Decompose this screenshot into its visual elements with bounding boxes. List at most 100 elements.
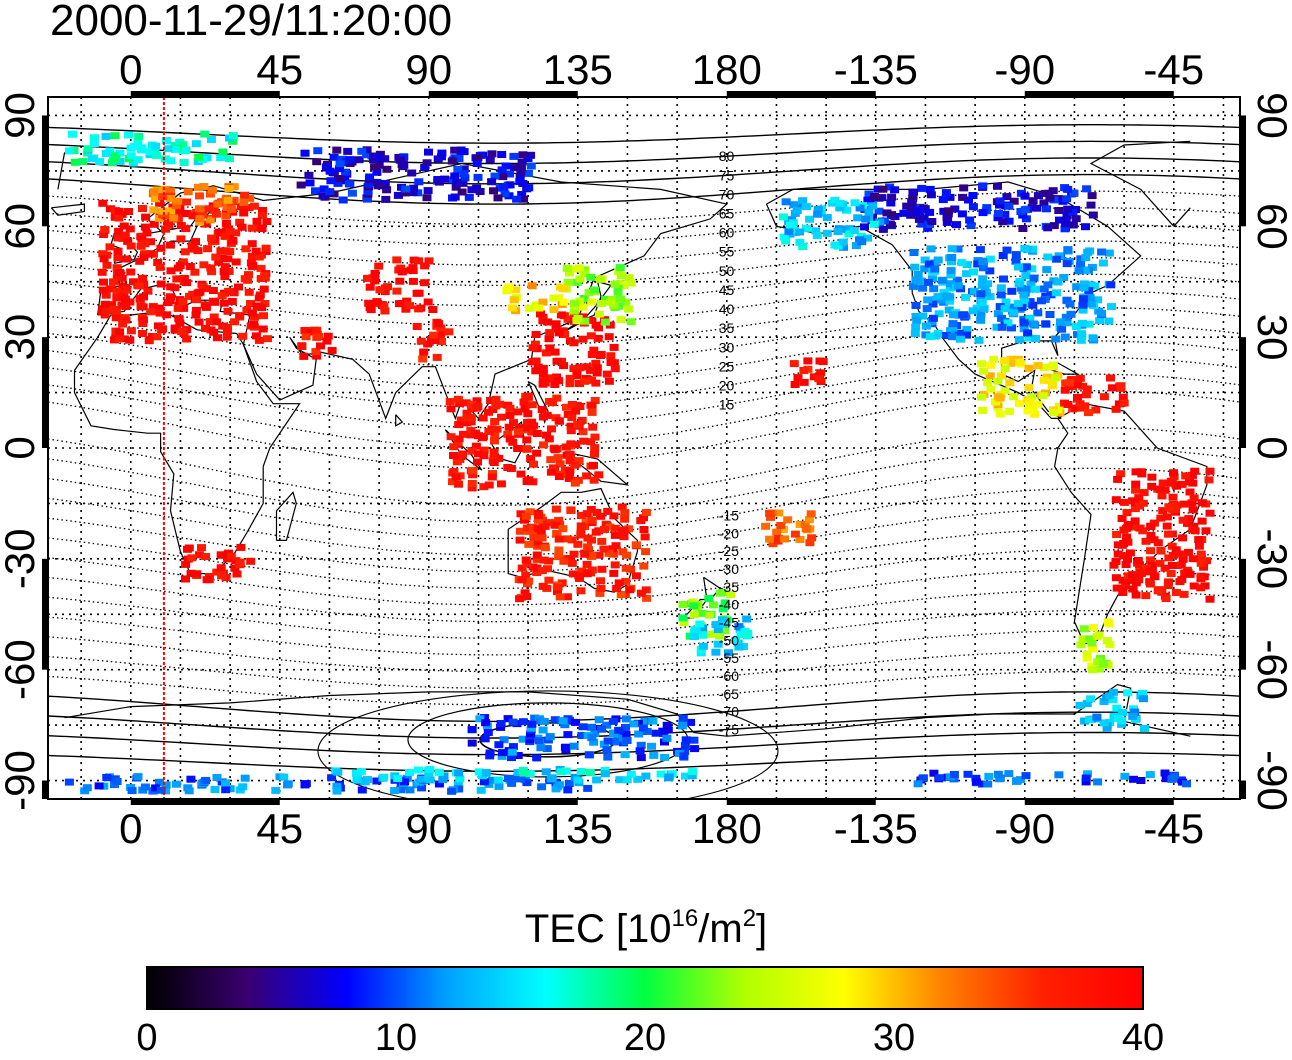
tec-pixel — [532, 564, 542, 572]
tec-pixel — [1179, 500, 1189, 508]
tec-pixel — [1006, 359, 1016, 367]
tec-pixel — [1099, 698, 1109, 705]
tec-pixel — [1083, 770, 1092, 778]
tec-pixel — [922, 305, 932, 313]
tec-pixel — [913, 277, 923, 285]
tec-pixel — [1167, 775, 1177, 783]
tec-pixel — [913, 780, 923, 788]
tec-pixel — [362, 146, 372, 154]
tec-pixel — [942, 213, 952, 221]
tec-pixel — [1092, 632, 1102, 640]
tec-pixel — [515, 174, 525, 182]
tec-pixel — [562, 403, 571, 411]
tec-pixel — [1130, 517, 1140, 525]
tec-pixel — [223, 307, 233, 315]
tec-pixel — [466, 431, 476, 439]
tec-pixel — [532, 449, 542, 457]
tec-pixel — [962, 326, 972, 333]
tec-pixel — [1011, 251, 1021, 259]
tec-pixel — [586, 506, 596, 513]
magnetic-latitude-contour — [48, 157, 1240, 185]
tec-pixel — [437, 149, 447, 157]
tec-pixel — [591, 379, 601, 387]
tec-pixel — [332, 782, 342, 790]
tec-pixel — [909, 188, 918, 196]
tec-pixel — [453, 166, 463, 173]
tec-pixel — [593, 334, 603, 342]
tec-pixel — [1087, 639, 1097, 647]
x-tick-label-top: 135 — [543, 46, 613, 93]
tec-pixel — [600, 770, 610, 778]
tec-pixel — [259, 312, 268, 320]
tec-pixel — [325, 167, 335, 175]
tec-pixel — [795, 520, 805, 528]
tec-pixel — [1189, 582, 1199, 590]
tec-pixel — [920, 256, 930, 264]
y-tick-label-left: -30 — [0, 528, 43, 589]
tec-pixel — [1078, 295, 1088, 303]
tec-pixel — [311, 187, 320, 195]
tec-pixel — [1081, 254, 1091, 262]
tec-pixel — [1105, 641, 1115, 649]
tec-pixel — [577, 567, 587, 575]
tec-pixel — [1104, 620, 1114, 628]
tec-pixel — [974, 336, 984, 344]
tec-pixel — [944, 306, 954, 314]
tec-pixel — [1072, 381, 1082, 388]
tec-pixel — [1082, 185, 1092, 193]
tec-pixel — [122, 255, 131, 263]
tec-pixel — [993, 214, 1003, 222]
tec-pixel — [158, 207, 168, 215]
tec-pixel — [976, 310, 986, 318]
tec-pixel — [513, 408, 523, 416]
tec-pixel — [573, 540, 583, 548]
tec-pixel — [547, 774, 557, 782]
tec-pixel — [774, 534, 784, 542]
tec-pixel — [636, 754, 646, 762]
tec-pixel — [1091, 406, 1101, 414]
tec-pixel — [558, 285, 568, 292]
tec-pixel — [236, 203, 246, 211]
tec-pixel — [803, 357, 813, 365]
tec-pixel — [610, 365, 620, 373]
tec-pixel — [1171, 589, 1181, 596]
tec-pixel — [906, 211, 916, 219]
tec-pixel — [461, 399, 471, 407]
tec-pixel — [1021, 272, 1031, 280]
tec-pixel — [589, 476, 599, 484]
tec-pixel — [425, 766, 435, 773]
map-frame — [42, 91, 1246, 805]
tec-pixel — [978, 406, 988, 414]
tec-pixel — [620, 751, 630, 759]
tec-pixel — [869, 220, 879, 228]
tec-pixel — [148, 303, 158, 311]
tec-pixel — [910, 330, 920, 338]
tec-pixel — [494, 741, 504, 749]
tec-pixel — [515, 775, 525, 783]
tec-pixel — [1062, 260, 1072, 268]
tec-pixel — [149, 206, 159, 214]
tec-pixel — [1005, 379, 1015, 387]
tec-pixel — [959, 311, 969, 319]
tec-pixel — [1185, 478, 1194, 486]
tec-pixel — [995, 201, 1004, 209]
tec-pixel — [138, 330, 147, 337]
tec-pixel — [779, 233, 789, 241]
tec-pixel — [522, 593, 532, 600]
tec-pixel — [1069, 189, 1079, 197]
tec-pixel — [211, 210, 221, 218]
tec-pixel — [609, 359, 619, 367]
tec-pixel — [506, 465, 516, 472]
tec-pixel — [962, 261, 972, 269]
tec-pixel — [537, 567, 547, 575]
tec-pixel — [518, 151, 528, 159]
tec-pixel — [1085, 635, 1095, 643]
tec-pixel — [520, 424, 530, 432]
tec-pixel — [571, 441, 581, 449]
tec-pixel — [1161, 775, 1171, 783]
tec-pixel — [490, 430, 500, 438]
tec-pixel — [560, 743, 570, 751]
tec-pixel — [260, 300, 270, 307]
tec-pixel — [138, 205, 147, 212]
tec-pixel — [174, 315, 184, 323]
